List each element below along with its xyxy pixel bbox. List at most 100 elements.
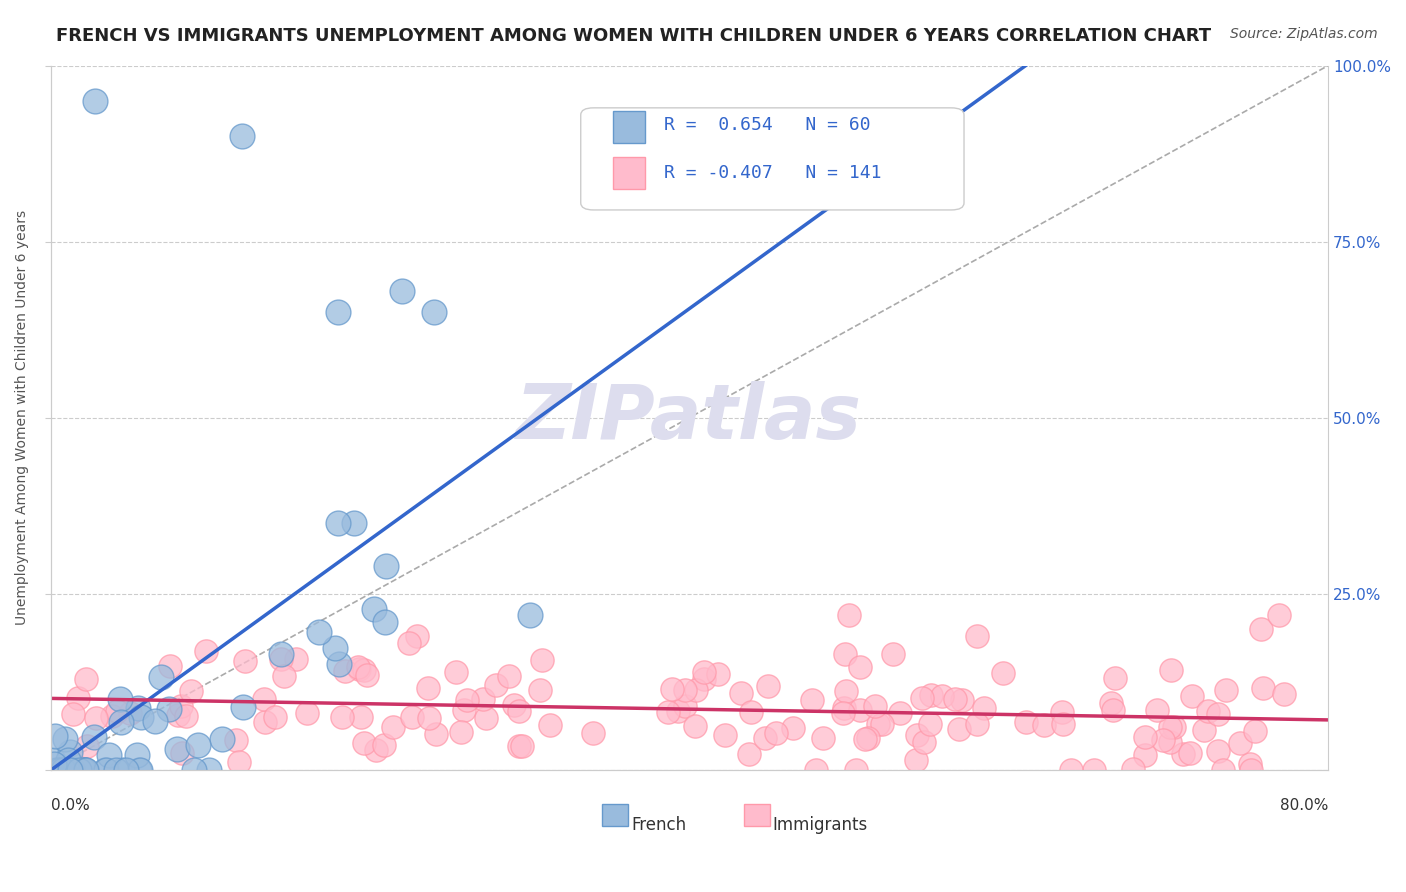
Point — [127, 701, 149, 715]
Point — [905, 728, 928, 742]
Point — [754, 731, 776, 746]
Point — [398, 636, 420, 650]
Point — [225, 733, 247, 747]
Point — [673, 699, 696, 714]
Point — [44, 729, 66, 743]
Point — [253, 692, 276, 706]
Point — [801, 693, 824, 707]
FancyBboxPatch shape — [744, 804, 770, 826]
Point — [685, 682, 707, 697]
Point — [838, 607, 860, 622]
Point — [673, 682, 696, 697]
Text: 80.0%: 80.0% — [1279, 798, 1329, 813]
Point — [1239, 756, 1261, 771]
Point — [108, 691, 131, 706]
Point — [42, 757, 65, 772]
Point — [41, 753, 63, 767]
Point — [1060, 763, 1083, 777]
Point — [128, 763, 150, 777]
Point — [920, 717, 942, 731]
Point — [931, 689, 953, 703]
Point — [707, 666, 730, 681]
Point — [853, 731, 876, 746]
Point — [948, 722, 970, 736]
Point — [905, 753, 928, 767]
Point — [1244, 724, 1267, 739]
Point — [1180, 689, 1202, 703]
Point — [1267, 607, 1289, 622]
Point — [381, 720, 404, 734]
Point — [363, 602, 385, 616]
Point — [1208, 744, 1230, 758]
Point — [423, 305, 446, 319]
Point — [105, 763, 128, 777]
Point — [693, 672, 716, 686]
Point — [510, 739, 533, 753]
Point — [973, 700, 995, 714]
Point — [1163, 720, 1185, 734]
Point — [391, 284, 413, 298]
Point — [508, 704, 530, 718]
Point — [97, 747, 120, 762]
Point — [845, 763, 868, 777]
Point — [1240, 763, 1263, 777]
Point — [804, 763, 827, 777]
Point — [52, 763, 75, 777]
Point — [911, 690, 934, 705]
Point — [1050, 705, 1073, 719]
Point — [1197, 704, 1219, 718]
Point — [273, 668, 295, 682]
Point — [832, 701, 855, 715]
Text: 0.0%: 0.0% — [51, 798, 89, 813]
Point — [756, 679, 779, 693]
Point — [920, 688, 942, 702]
Point — [1135, 747, 1157, 762]
Point — [1250, 622, 1272, 636]
Point — [115, 763, 138, 777]
Point — [582, 726, 605, 740]
Point — [195, 644, 218, 658]
Point — [129, 763, 152, 777]
Point — [83, 730, 105, 744]
Point — [118, 706, 141, 720]
Point — [143, 714, 166, 729]
Point — [264, 710, 287, 724]
Point — [661, 681, 683, 696]
Point — [693, 665, 716, 680]
Point — [502, 698, 524, 712]
Point — [58, 753, 80, 767]
Point — [475, 710, 498, 724]
Point — [325, 640, 347, 655]
Point — [308, 625, 330, 640]
Point — [350, 710, 373, 724]
Point — [418, 711, 440, 725]
Point — [270, 652, 292, 666]
Point — [374, 615, 396, 630]
Point — [270, 647, 292, 661]
Point — [170, 699, 193, 714]
Point — [55, 763, 77, 777]
Point — [75, 672, 97, 686]
Point — [59, 763, 82, 777]
Point — [405, 629, 427, 643]
Point — [180, 683, 202, 698]
Point — [59, 745, 82, 759]
Point — [228, 755, 250, 769]
Point — [966, 717, 988, 731]
Point — [353, 736, 375, 750]
Point — [863, 698, 886, 713]
Point — [62, 706, 84, 721]
Point — [1032, 718, 1054, 732]
Point — [366, 743, 388, 757]
Point — [882, 648, 904, 662]
Point — [849, 660, 872, 674]
Point — [326, 516, 349, 531]
Point — [347, 662, 370, 676]
Text: R =  0.654   N = 60: R = 0.654 N = 60 — [664, 117, 870, 135]
Point — [1099, 696, 1122, 710]
Point — [872, 717, 894, 731]
Point — [49, 763, 72, 777]
Point — [326, 305, 349, 319]
Point — [149, 670, 172, 684]
Point — [1014, 714, 1036, 729]
